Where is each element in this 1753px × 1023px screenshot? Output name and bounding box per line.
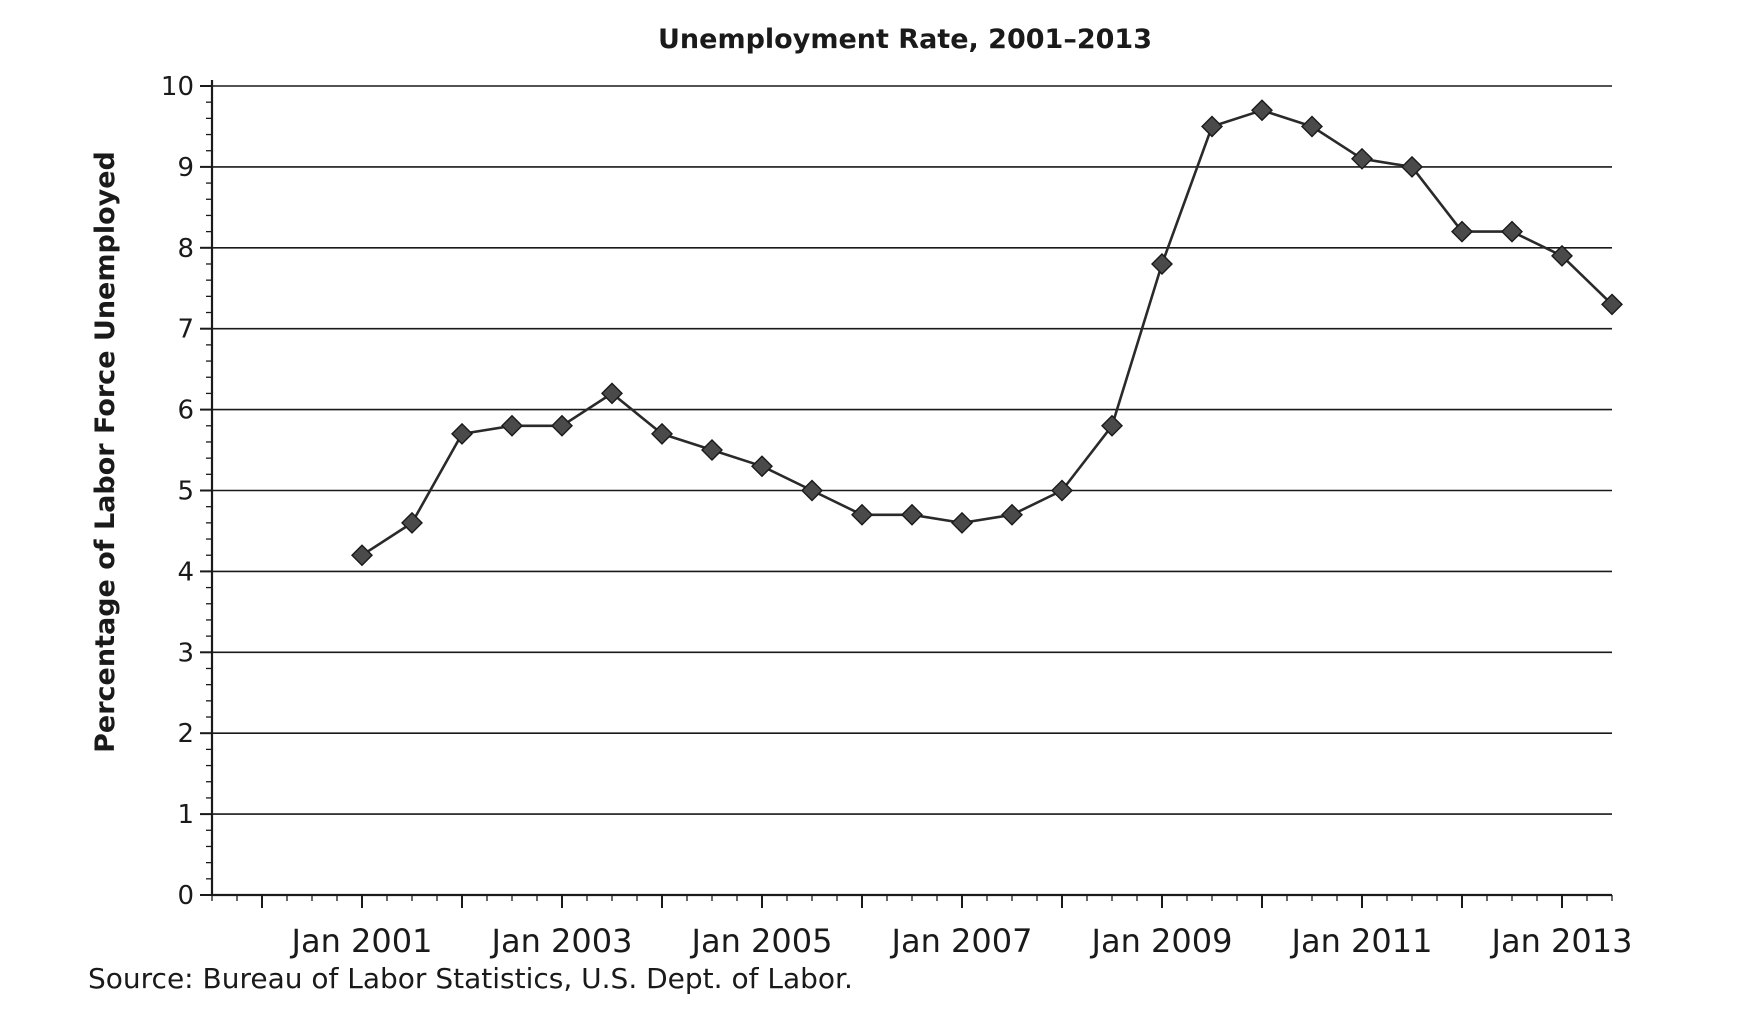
data-point-jul-2008 bbox=[1101, 414, 1123, 437]
data-point-jul-2010 bbox=[1301, 115, 1323, 138]
y-tick-label-10: 10 bbox=[161, 72, 194, 102]
x-tick-label-jan-2007: Jan 2007 bbox=[890, 922, 1033, 960]
x-tick-label-jan-2013: Jan 2013 bbox=[1490, 922, 1633, 960]
data-point-jul-2001 bbox=[401, 511, 423, 534]
data-point-jan-2007 bbox=[951, 511, 973, 534]
data-point-jul-2003 bbox=[601, 382, 623, 405]
data-point-jul-2006 bbox=[901, 503, 923, 526]
series-unemployment-rate bbox=[351, 99, 1623, 567]
y-tick-label-3: 3 bbox=[177, 638, 194, 668]
data-point-jul-2005 bbox=[801, 479, 823, 502]
x-tick-label-jan-2011: Jan 2011 bbox=[1290, 922, 1433, 960]
y-tick-label-9: 9 bbox=[177, 153, 194, 183]
y-tick-label-2: 2 bbox=[177, 719, 194, 749]
y-tick-label-5: 5 bbox=[177, 477, 194, 507]
data-point-jan-2001 bbox=[351, 544, 373, 567]
data-point-jan-2012 bbox=[1451, 220, 1473, 243]
axes bbox=[200, 80, 1613, 908]
x-tick-labels: Jan 2001 Jan 2003 Jan 2005 Jan 2007 Jan 2009… bbox=[290, 922, 1633, 960]
x-tick-label-jan-2003: Jan 2003 bbox=[490, 922, 633, 960]
chart-title: Unemployment Rate, 2001–2013 bbox=[658, 24, 1152, 55]
data-point-jul-2011 bbox=[1401, 155, 1423, 178]
source-note: Source: Bureau of Labor Statistics, U.S.… bbox=[88, 962, 853, 995]
data-point-jan-2010 bbox=[1251, 99, 1273, 122]
data-point-jan-2003 bbox=[551, 414, 573, 437]
data-point-jan-2013 bbox=[1551, 244, 1573, 267]
data-point-jul-2002 bbox=[501, 414, 523, 437]
y-tick-label-8: 8 bbox=[177, 234, 194, 264]
y-tick-label-6: 6 bbox=[177, 396, 194, 426]
data-point-jul-2012 bbox=[1501, 220, 1523, 243]
y-tick-label-1: 1 bbox=[177, 800, 194, 830]
data-point-jan-2005 bbox=[751, 455, 773, 478]
data-point-jan-2006 bbox=[851, 503, 873, 526]
data-point-jan-2008 bbox=[1051, 479, 1073, 502]
data-point-jul-2009 bbox=[1201, 115, 1223, 138]
data-point-jul-2004 bbox=[701, 439, 723, 462]
x-tick-label-jan-2009: Jan 2009 bbox=[1090, 922, 1233, 960]
y-tick-label-4: 4 bbox=[177, 557, 194, 587]
y-axis-label: Percentage of Labor Force Unemployed bbox=[90, 151, 121, 753]
series-line bbox=[361, 109, 1613, 557]
data-point-jul-2013 bbox=[1601, 293, 1623, 316]
data-point-jan-2004 bbox=[651, 422, 673, 445]
data-point-jul-2007 bbox=[1001, 503, 1023, 526]
y-tick-label-0: 0 bbox=[177, 881, 194, 911]
x-tick-label-jan-2001: Jan 2001 bbox=[290, 922, 433, 960]
data-point-jan-2009 bbox=[1151, 252, 1173, 275]
gridlines bbox=[212, 85, 1612, 815]
x-tick-label-jan-2005: Jan 2005 bbox=[690, 922, 833, 960]
y-tick-labels: 0 1 2 3 4 5 6 7 8 9 10 bbox=[161, 72, 194, 911]
data-point-jan-2011 bbox=[1351, 147, 1373, 170]
data-point-jan-2002 bbox=[451, 422, 473, 445]
y-tick-label-7: 7 bbox=[177, 315, 194, 345]
